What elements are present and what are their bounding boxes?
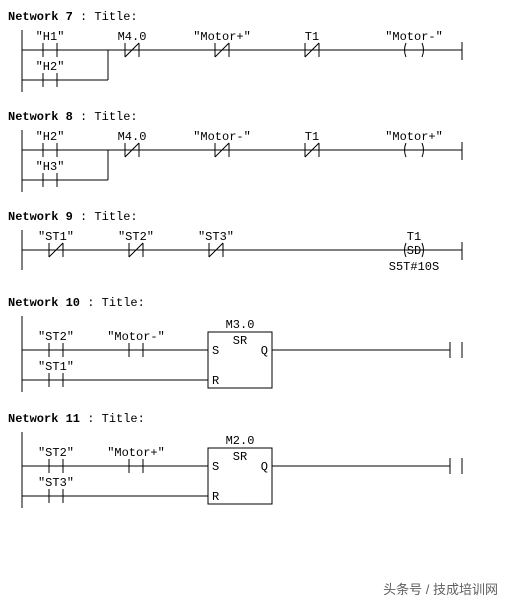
svg-text:M4.0: M4.0 <box>118 130 147 144</box>
svg-text:SD: SD <box>407 244 421 258</box>
network-title-rest: : Title: <box>73 110 138 124</box>
svg-text:"Motor+": "Motor+" <box>385 130 443 144</box>
ladder-svg: "ST2""Motor+""ST3"M2.0SRSRQ <box>8 432 478 510</box>
svg-text:T1: T1 <box>305 130 319 144</box>
network-header: Network 10 : Title: <box>8 296 506 310</box>
svg-text:"ST3": "ST3" <box>198 230 234 244</box>
svg-text:"ST3": "ST3" <box>38 476 74 490</box>
svg-text:"ST2": "ST2" <box>38 330 74 344</box>
svg-text:"Motor-": "Motor-" <box>385 30 443 44</box>
network-title-bold: Network 10 <box>8 296 80 310</box>
svg-text:"ST2": "ST2" <box>38 446 74 460</box>
network-title-rest: : Title: <box>73 210 138 224</box>
watermark: 头条号 / 技成培训网 <box>383 579 498 598</box>
svg-text:SR: SR <box>233 334 247 348</box>
ladder-svg: "H1" "H2" M4.0 "Motor+" T1 "Motor-" <box>8 30 478 92</box>
svg-text:T1: T1 <box>407 230 421 244</box>
network-n8: Network 8 : Title: "H2" "H3" M4.0 "Motor-" T1… <box>8 110 506 192</box>
network-n10: Network 10 : Title: "ST2" "Motor-" "ST1" M3.… <box>8 296 506 394</box>
svg-text:"Motor+": "Motor+" <box>107 446 165 460</box>
svg-text:"H2": "H2" <box>36 60 65 74</box>
svg-text:S5T#10S: S5T#10S <box>389 260 439 274</box>
svg-text:SR: SR <box>233 450 247 464</box>
network-title-rest: : Title: <box>80 412 145 426</box>
svg-text:M2.0: M2.0 <box>226 434 255 448</box>
network-title-bold: Network 7 <box>8 10 73 24</box>
svg-text:"ST1": "ST1" <box>38 360 74 374</box>
network-header: Network 7 : Title: <box>8 10 506 24</box>
svg-text:"Motor+": "Motor+" <box>193 30 251 44</box>
svg-text:R: R <box>212 490 219 504</box>
svg-text:M3.0: M3.0 <box>226 318 255 332</box>
network-title-bold: Network 9 <box>8 210 73 224</box>
network-n7: Network 7 : Title: "H1" "H2" M4.0 "Motor+" T1… <box>8 10 506 92</box>
svg-text:Q: Q <box>261 344 268 358</box>
network-header: Network 11 : Title: <box>8 412 506 426</box>
svg-text:"H3": "H3" <box>36 160 65 174</box>
ladder-diagram: Network 7 : Title: "H1" "H2" M4.0 "Motor+" T1… <box>8 10 506 510</box>
svg-text:"Motor-": "Motor-" <box>107 330 165 344</box>
network-title-rest: : Title: <box>80 296 145 310</box>
svg-text:"ST2": "ST2" <box>118 230 154 244</box>
network-n11: Network 11 : Title: "ST2" "Motor+" "ST3" M2.… <box>8 412 506 510</box>
network-header: Network 9 : Title: <box>8 210 506 224</box>
svg-text:"H1": "H1" <box>36 30 65 44</box>
svg-text:T1: T1 <box>305 30 319 44</box>
network-header: Network 8 : Title: <box>8 110 506 124</box>
svg-text:R: R <box>212 374 219 388</box>
network-title-bold: Network 11 <box>8 412 80 426</box>
network-n9: Network 9 : Title: "ST1" "ST2" "ST3" SDT1 S5T… <box>8 210 506 278</box>
ladder-svg: "H2" "H3" M4.0 "Motor-" T1 "Motor+" <box>8 130 478 192</box>
svg-text:"H2": "H2" <box>36 130 65 144</box>
svg-text:Q: Q <box>261 460 268 474</box>
svg-text:"Motor-": "Motor-" <box>193 130 251 144</box>
ladder-svg: "ST1" "ST2" "ST3" SDT1 S5T#10S <box>8 230 478 278</box>
network-title-bold: Network 8 <box>8 110 73 124</box>
svg-text:S: S <box>212 344 219 358</box>
svg-text:"ST1": "ST1" <box>38 230 74 244</box>
svg-text:S: S <box>212 460 219 474</box>
ladder-svg: "ST2""Motor-""ST1"M3.0SRSRQ <box>8 316 478 394</box>
svg-text:M4.0: M4.0 <box>118 30 147 44</box>
network-title-rest: : Title: <box>73 10 138 24</box>
